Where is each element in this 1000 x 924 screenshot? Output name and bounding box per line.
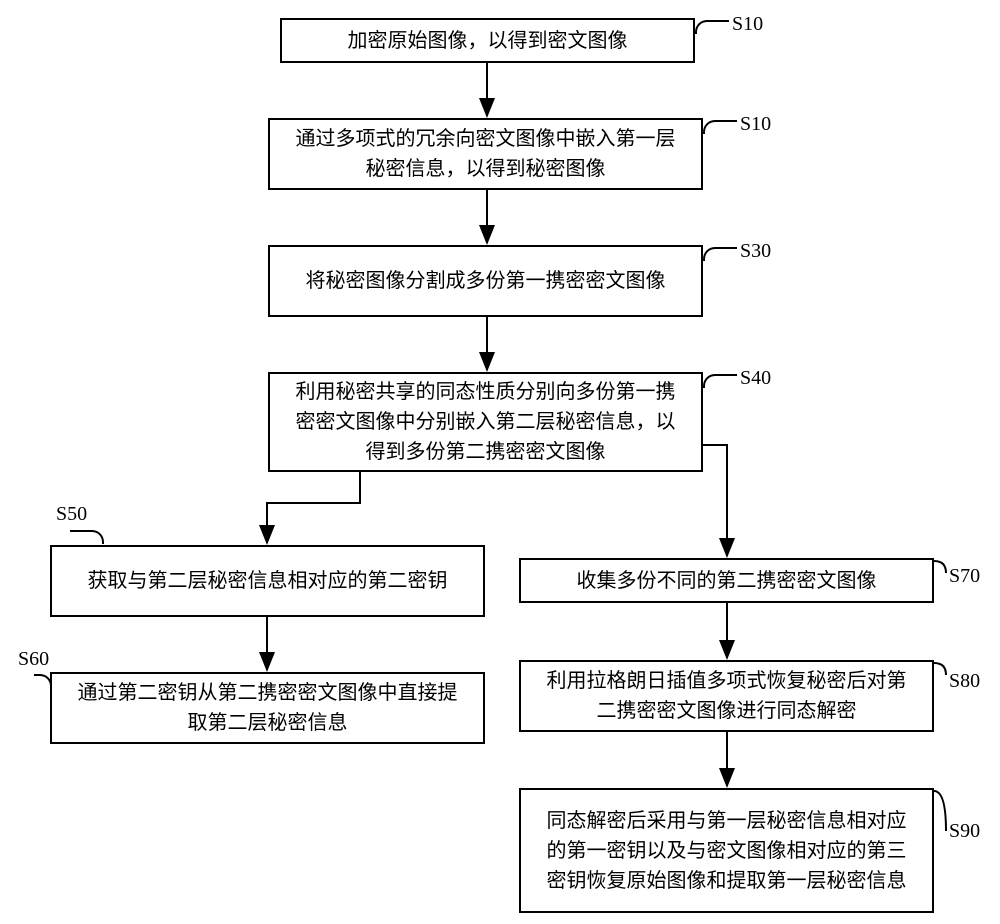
brace-s80 [934, 663, 946, 675]
arrow-s40-s70 [703, 445, 727, 556]
brace-s90 [934, 791, 946, 831]
brace-s70 [934, 561, 946, 573]
arrow-layer [0, 0, 1000, 924]
arrow-s40-s50 [267, 472, 360, 543]
flowchart-canvas: 加密原始图像，以得到密文图像 S10 通过多项式的冗余向密文图像中嵌入第一层秘密… [0, 0, 1000, 924]
